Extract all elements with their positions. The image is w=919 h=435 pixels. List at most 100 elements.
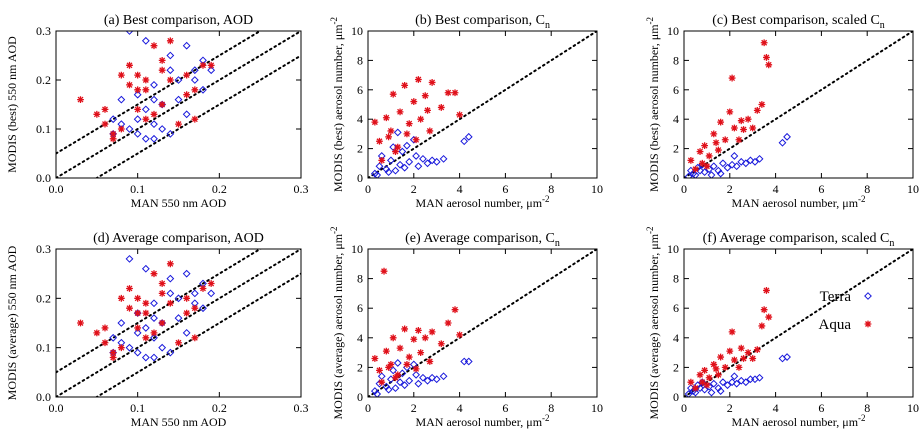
panel-2-aqua-point-21: [703, 162, 711, 170]
panel-5-aqua-point-17: [758, 322, 766, 330]
legend-terra-marker: [864, 292, 872, 300]
panel-4-aqua-point-18: [451, 306, 459, 314]
panel-5-ytick-label-3: 6: [673, 301, 679, 315]
panel-1-xtick-label-2: 4: [457, 182, 463, 196]
panel-3-terra-point-28: [109, 333, 118, 342]
panel-5-aqua-point-21: [703, 381, 711, 389]
panel-5-axes-frame: [683, 248, 914, 398]
panel-0-terra-point-3: [133, 115, 142, 124]
panel-4-terra-point-17: [439, 372, 448, 381]
panel-1-aqua-point-18: [451, 89, 459, 97]
panel-4-terra-point-18: [460, 357, 469, 366]
panel-3-aqua-point-4: [117, 294, 125, 302]
panel-5-ytick-label-4: 8: [673, 272, 679, 286]
panel-1-plot: 0 2 4 6 8 10 0 2 4 6 8 10 (b) Best comparison, Cn MAN…: [329, 13, 603, 210]
panel-4-xlabel: MAN aerosol number, μm-2: [415, 413, 549, 429]
panel-2-aqua-point-15: [749, 124, 757, 132]
panel-2-aqua-point-16: [753, 106, 761, 114]
panel-0-terra-point-15: [207, 66, 216, 75]
panel-1-aqua-point-19: [456, 111, 463, 119]
panel-1-aqua-point-15: [428, 79, 436, 86]
panel-1-terra-point-13: [419, 154, 427, 163]
panel-1-terra-point-15: [428, 156, 437, 165]
panel-4-aqua-point-9: [405, 353, 413, 361]
panel-0-aqua-point-27: [134, 86, 142, 94]
panel-1-aqua-point-13: [421, 92, 429, 100]
panel-1-aqua-point-5: [389, 90, 397, 98]
panel-4-points: [370, 267, 473, 397]
panel-3-aqua-point-22: [101, 324, 109, 332]
panel-4-terra-point-7: [396, 378, 404, 387]
panel-2-aqua-point-3: [701, 142, 709, 150]
panel-3-xtick-label-0: 0.0: [49, 401, 64, 415]
panel-3-xtick-label-1: 0.1: [130, 401, 145, 415]
panel-5-aqua-point-10: [728, 328, 736, 336]
panel-0-terra-point-28: [109, 115, 118, 124]
panel-0-terra-point-29: [150, 134, 158, 143]
panel-3-aqua-point-20: [166, 260, 174, 268]
panel-1-terra-point-17: [439, 154, 448, 163]
panel-1-aqua-point-12: [417, 115, 425, 123]
legend: Terra Aqua: [819, 289, 872, 333]
panel-0-terra-point-26: [166, 66, 175, 75]
panel-0-aqua-point-17: [207, 61, 215, 69]
panel-4-terra-point-10: [405, 376, 414, 385]
panel-2-terra-point-13: [741, 159, 750, 168]
panel-0-terra-point-12: [182, 110, 191, 119]
panel-4-terra-point-24: [412, 370, 420, 379]
panel-5-ylabel: MODIS (average) aerosol number, μm-2: [645, 226, 661, 419]
panel-2-terra-point-18: [783, 132, 791, 141]
panel-2-aqua-point-24: [698, 159, 706, 167]
panel-4-aqua-point-0: [371, 355, 379, 362]
panel-5-title: (f) Average comparison, scaled Cn: [703, 231, 895, 249]
panel-5-aqua-point-13: [740, 355, 747, 362]
panel-0-plot: 0.0 0.1 0.2 0.3 0.0 0.1 0.2 0.3 (a) Best compari…: [5, 13, 309, 210]
panel-2-terra-point-4: [700, 168, 709, 177]
panel-3-aqua-point-27: [134, 309, 142, 317]
panel-0-aqua-point-18: [117, 125, 125, 133]
panel-2-aqua-point-17: [758, 101, 766, 108]
panel-0-terra-point-13: [190, 66, 199, 75]
panel-3-terra-point-29: [150, 353, 158, 362]
panel-3-aqua-point-2: [101, 339, 109, 347]
panel-2-xtick-label-2: 4: [773, 182, 779, 196]
panel-1-aqua-point-8: [401, 81, 409, 89]
panel-5-terra-point-0: [684, 390, 693, 397]
panel-2-reference-line-0: [684, 31, 913, 178]
panel-0-aqua-point-3: [109, 130, 117, 138]
panel-2-terra-point-22: [716, 169, 725, 178]
panel-1-aqua-point-7: [396, 108, 404, 116]
panel-4-aqua-point-21: [392, 374, 399, 382]
panel-3-reference-line-0: [56, 249, 263, 374]
panel-4-aqua-point-8: [401, 325, 409, 333]
panel-0-aqua-point-0: [77, 96, 84, 103]
panel-4-aqua-point-15: [428, 328, 436, 336]
panel-1-terra-point-9: [403, 141, 411, 150]
panel-0-aqua-point-14: [183, 71, 191, 79]
panel-2-terra-point-21: [707, 171, 716, 178]
panel-0-terra-point-17: [141, 105, 150, 114]
panel-0-terra-point-11: [174, 76, 183, 84]
panel-5-aqua-point-0: [687, 378, 695, 386]
panel-3-points: [77, 254, 216, 362]
panel-5-terra-point-9: [723, 381, 732, 390]
panel-2-ytick-label-5: 10: [667, 24, 679, 38]
panel-0-aqua-point-7: [134, 106, 142, 113]
legend-terra-label: Terra: [820, 289, 852, 305]
panel-4-terra-point-21: [384, 385, 393, 394]
panel-0-terra-point-10: [166, 129, 175, 138]
panel-4-aqua-point-23: [412, 365, 420, 373]
panel-0-ytick-label-1: 0.1: [36, 122, 51, 136]
panel-0-ytick-label-3: 0.3: [36, 24, 51, 38]
panel-5-terra-point-16: [755, 373, 764, 382]
panel-4-xtick-label-2: 4: [457, 401, 463, 415]
panel-3-axes-frame: [55, 248, 302, 398]
panel-1-aqua-point-9: [405, 120, 413, 128]
panel-1-aqua-point-6: [394, 143, 402, 151]
panel-3-terra-point-1: [117, 319, 126, 327]
panel-2-xtick-label-5: 10: [907, 182, 919, 196]
panel-5-terra-point-18: [783, 353, 791, 361]
panel-1-aqua-point-23: [412, 136, 420, 144]
panel-2-terra-point-12: [737, 157, 746, 166]
